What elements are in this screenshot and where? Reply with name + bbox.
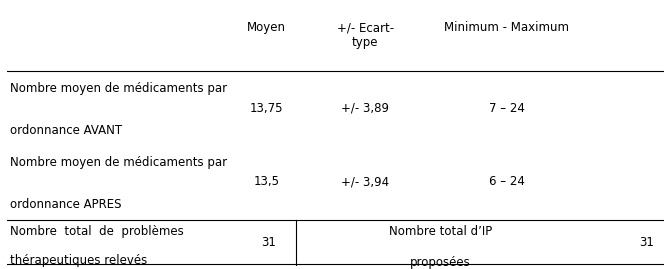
Text: Minimum - Maximum: Minimum - Maximum — [444, 21, 569, 34]
Text: 13,5: 13,5 — [254, 175, 279, 189]
Text: 7 – 24: 7 – 24 — [488, 102, 525, 115]
Text: +/- 3,94: +/- 3,94 — [341, 175, 389, 189]
Text: thérapeutiques relevés: thérapeutiques relevés — [10, 254, 147, 267]
Text: 13,75: 13,75 — [250, 102, 283, 115]
Text: ordonnance APRES: ordonnance APRES — [10, 198, 121, 211]
Text: +/- 3,89: +/- 3,89 — [341, 102, 389, 115]
Text: Moyen: Moyen — [247, 21, 286, 34]
Text: 31: 31 — [639, 236, 654, 249]
Text: Nombre moyen de médicaments par: Nombre moyen de médicaments par — [10, 82, 227, 95]
Text: 31: 31 — [262, 236, 276, 249]
Text: Nombre  total  de  problèmes: Nombre total de problèmes — [10, 225, 184, 238]
Text: Nombre moyen de médicaments par: Nombre moyen de médicaments par — [10, 155, 227, 169]
Text: Nombre total d’IP: Nombre total d’IP — [389, 225, 493, 238]
Text: 6 – 24: 6 – 24 — [488, 175, 525, 189]
Text: +/- Ecart-
type: +/- Ecart- type — [337, 21, 394, 49]
Text: ordonnance AVANT: ordonnance AVANT — [10, 124, 122, 137]
Text: proposées: proposées — [411, 256, 471, 269]
